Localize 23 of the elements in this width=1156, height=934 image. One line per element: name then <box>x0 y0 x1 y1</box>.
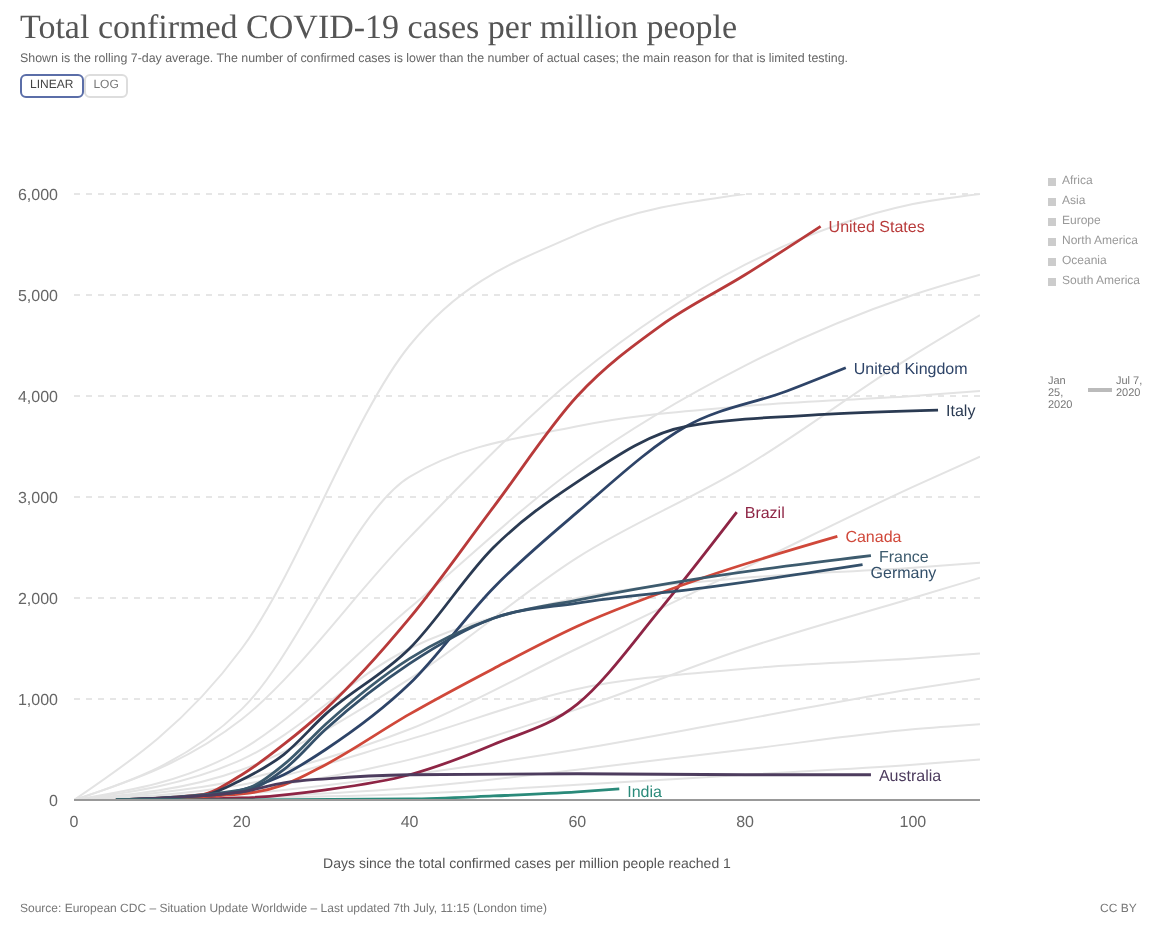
y-tick-label: 6,000 <box>17 185 60 204</box>
y-tick-label: 5,000 <box>17 286 60 305</box>
y-tick-label: 3,000 <box>17 488 60 507</box>
chart-title: Total confirmed COVID-19 cases per million people <box>20 8 738 48</box>
y-tick-label: 1,000 <box>17 690 60 709</box>
series-label: United States <box>828 218 925 237</box>
x-tick-label: 60 <box>568 813 588 832</box>
series-label: Canada <box>845 528 903 547</box>
series-label: India <box>627 782 664 801</box>
x-tick-label: 40 <box>400 813 420 832</box>
x-tick-label: 100 <box>899 813 928 832</box>
series-label: Italy <box>946 402 976 421</box>
series-label: Germany <box>870 563 937 582</box>
y-tick-label: 2,000 <box>17 589 60 608</box>
series-label: United Kingdom <box>853 359 969 378</box>
series-label: France <box>878 547 930 566</box>
series-label: Brazil <box>744 504 786 523</box>
y-tick-label: 4,000 <box>17 387 60 406</box>
x-tick-label: 0 <box>69 813 80 832</box>
x-tick-label: 20 <box>232 813 252 832</box>
x-tick-label: 80 <box>736 813 756 832</box>
series-label: Australia <box>878 766 943 785</box>
y-tick-label: 0 <box>49 791 60 810</box>
